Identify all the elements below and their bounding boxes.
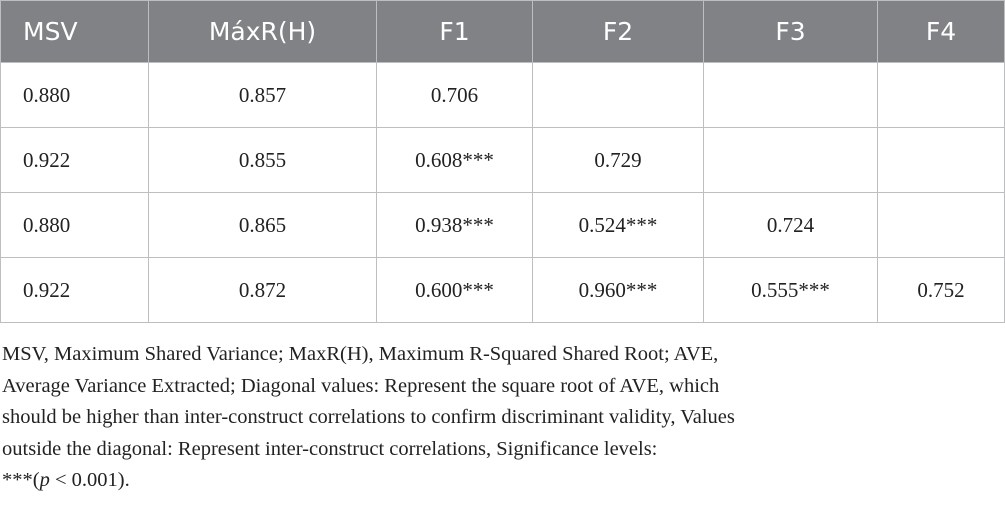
- table-cell: 0.880: [0, 192, 149, 258]
- table-note: MSV, Maximum Shared Variance; MaxR(H), M…: [0, 323, 1005, 497]
- note-line: ***(p < 0.001).: [2, 465, 1005, 497]
- header-cell: F2: [532, 0, 704, 63]
- table-row: 0.922 0.855 0.608*** 0.729: [0, 127, 1005, 193]
- header-row: MSV MáxR(H) F1 F2 F3 F4: [0, 0, 1005, 63]
- table-cell: 0.729: [532, 127, 704, 193]
- table-cell: [532, 62, 704, 128]
- header-cell: F4: [877, 0, 1005, 63]
- table-row: 0.922 0.872 0.600*** 0.960*** 0.555*** 0.752: [0, 257, 1005, 323]
- table-cell: 0.880: [0, 62, 149, 128]
- header-cell: MSV: [0, 0, 149, 63]
- table-cell: [877, 127, 1005, 193]
- table-cell: 0.555***: [703, 257, 878, 323]
- table-cell: [877, 192, 1005, 258]
- table-cell: 0.608***: [376, 127, 533, 193]
- table-cell: 0.855: [148, 127, 377, 193]
- table-cell: [703, 62, 878, 128]
- note-italic: p: [39, 469, 50, 491]
- header-cell: MáxR(H): [148, 0, 377, 63]
- note-line: MSV, Maximum Shared Variance; MaxR(H), M…: [2, 343, 719, 365]
- note-text: ***(: [2, 469, 40, 491]
- table-cell: 0.600***: [376, 257, 533, 323]
- note-text: < 0.001).: [49, 469, 130, 491]
- table-cell: 0.938***: [376, 192, 533, 258]
- table-cell: 0.872: [148, 257, 377, 323]
- table-cell: 0.724: [703, 192, 878, 258]
- header-cell: F3: [703, 0, 878, 63]
- table-row: 0.880 0.857 0.706: [0, 62, 1005, 128]
- table-body: 0.880 0.857 0.706 0.922 0.855 0.608*** 0.729 0.…: [0, 62, 1005, 323]
- table-row: 0.880 0.865 0.938*** 0.524*** 0.724: [0, 192, 1005, 258]
- note-line: Average Variance Extracted; Diagonal val…: [2, 374, 720, 397]
- note-line: should be higher than inter-construct co…: [2, 406, 735, 428]
- table-cell: [703, 127, 878, 193]
- table-cell: 0.752: [877, 257, 1005, 323]
- data-table: MSV MáxR(H) F1 F2 F3 F4 0.880 0.857 0.706 0.922 0…: [0, 0, 1005, 323]
- header-cell: F1: [376, 0, 533, 63]
- table-cell: 0.960***: [532, 257, 704, 323]
- table-cell: 0.922: [0, 257, 149, 323]
- table-cell: 0.865: [148, 192, 377, 258]
- table-cell: 0.524***: [532, 192, 704, 258]
- table-cell: [877, 62, 1005, 128]
- table-cell: 0.706: [376, 62, 533, 128]
- table-cell: 0.857: [148, 62, 377, 128]
- note-line: outside the diagonal: Represent inter-co…: [2, 437, 658, 460]
- table-cell: 0.922: [0, 127, 149, 193]
